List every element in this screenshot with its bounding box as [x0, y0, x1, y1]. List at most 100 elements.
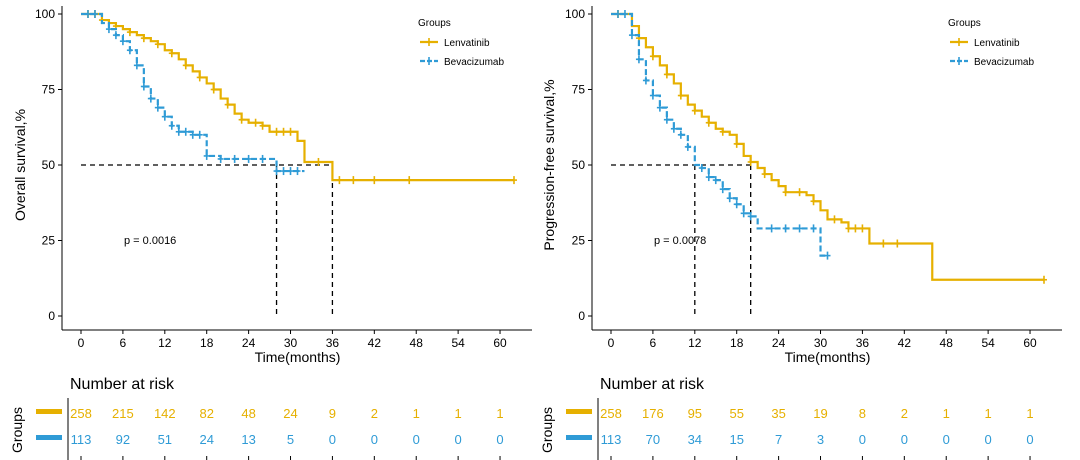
risk-count-lenvatinib: 176: [642, 406, 664, 421]
legend-label-bevacizumab: Bevacizumab: [444, 57, 504, 68]
risk-count-bevacizumab: 70: [646, 432, 660, 447]
x-tick-label: 36: [856, 336, 870, 350]
risk-count-lenvatinib: 1: [943, 406, 950, 421]
x-tick-label: 60: [1023, 336, 1037, 350]
risk-count-lenvatinib: 9: [329, 406, 336, 421]
x-tick-label: 36: [326, 336, 340, 350]
km-panel-2: 0 25 50 75 100 0 6 12 18 24 30 36 42 48 54 60 Time(month…: [541, 6, 1062, 365]
legend-title: Groups: [418, 18, 451, 29]
y-tick-label: 25: [572, 234, 586, 248]
y-axis-label: Overall survival,%: [12, 109, 28, 221]
x-axis-label: Time(months): [255, 349, 341, 365]
legend-label-lenvatinib: Lenvatinib: [974, 38, 1020, 49]
x-tick-label: 24: [242, 336, 256, 350]
risk-count-bevacizumab: 5: [287, 432, 294, 447]
risk-count-lenvatinib: 19: [813, 406, 827, 421]
risk-count-bevacizumab: 34: [688, 432, 702, 447]
risk-count-lenvatinib: 1: [455, 406, 462, 421]
x-tick-label: 6: [120, 336, 127, 350]
risk-table-title: Number at risk: [600, 376, 705, 393]
y-axis-label: Progression-free survival,%: [541, 79, 557, 250]
risk-count-lenvatinib: 8: [859, 406, 866, 421]
risk-count-lenvatinib: 82: [199, 406, 213, 421]
km-curve-bevacizumab: [611, 12, 828, 257]
risk-legend-swatch-bevacizumab: [566, 435, 592, 440]
risk-count-bevacizumab: 0: [859, 432, 866, 447]
risk-table-axis-label: Groups: [539, 407, 555, 453]
risk-count-bevacizumab: 0: [329, 432, 336, 447]
x-tick-label: 6: [650, 336, 657, 350]
x-tick-label: 18: [730, 336, 744, 350]
x-tick-label: 0: [78, 336, 85, 350]
x-tick-label: 60: [493, 336, 507, 350]
risk-count-bevacizumab: 15: [729, 432, 743, 447]
risk-count-lenvatinib: 2: [371, 406, 378, 421]
km-panel-1: 0 25 50 75 100 0 6 12 18 24 30 36 42 48 54 60 Time(month…: [12, 6, 532, 365]
legend: Groups Lenvatinib Bevacizumab: [418, 18, 504, 68]
risk-count-bevacizumab: 113: [71, 432, 92, 447]
x-tick-label: 12: [688, 336, 702, 350]
risk-count-lenvatinib: 215: [112, 406, 134, 421]
risk-count-lenvatinib: 1: [413, 406, 420, 421]
risk-count-bevacizumab: 0: [985, 432, 992, 447]
km-curve-bevacizumab: [81, 12, 305, 173]
x-tick-label: 42: [898, 336, 912, 350]
y-tick-label: 50: [42, 158, 56, 172]
x-tick-label: 48: [410, 336, 424, 350]
risk-count-bevacizumab: 113: [601, 432, 622, 447]
y-tick-label: 75: [42, 83, 56, 97]
y-tick-label: 75: [572, 83, 586, 97]
risk-count-lenvatinib: 2: [901, 406, 908, 421]
risk-count-lenvatinib: 258: [600, 406, 622, 421]
risk-count-bevacizumab: 0: [1026, 432, 1033, 447]
legend-label-bevacizumab: Bevacizumab: [974, 57, 1034, 68]
risk-legend-swatch-lenvatinib: [566, 409, 592, 414]
risk-count-bevacizumab: 0: [943, 432, 950, 447]
risk-count-lenvatinib: 55: [729, 406, 743, 421]
y-tick-label: 100: [565, 7, 585, 21]
x-tick-label: 30: [814, 336, 828, 350]
x-tick-label: 0: [608, 336, 615, 350]
risk-count-bevacizumab: 51: [158, 432, 172, 447]
risk-count-lenvatinib: 95: [688, 406, 702, 421]
risk-count-bevacizumab: 24: [199, 432, 213, 447]
risk-table-title: Number at risk: [70, 376, 175, 393]
risk-count-bevacizumab: 0: [455, 432, 462, 447]
y-tick-label: 25: [42, 234, 56, 248]
y-tick-label: 50: [572, 158, 586, 172]
risk-count-bevacizumab: 0: [371, 432, 378, 447]
x-axis-label: Time(months): [785, 349, 871, 365]
risk-legend-swatch-lenvatinib: [36, 409, 62, 414]
x-tick-label: 18: [200, 336, 214, 350]
y-tick-label: 0: [578, 309, 585, 323]
risk-count-bevacizumab: 0: [901, 432, 908, 447]
risk-count-bevacizumab: 7: [775, 432, 782, 447]
risk-count-lenvatinib: 48: [241, 406, 255, 421]
x-tick-label: 30: [284, 336, 298, 350]
x-tick-label: 12: [158, 336, 172, 350]
km-curve-lenvatinib: [611, 12, 1044, 281]
p-value-label: p = 0.0016: [124, 235, 176, 247]
risk-legend-swatch-bevacizumab: [36, 435, 62, 440]
risk-count-lenvatinib: 1: [496, 406, 503, 421]
risk-count-bevacizumab: 92: [116, 432, 130, 447]
x-tick-label: 54: [451, 336, 465, 350]
legend: Groups Lenvatinib Bevacizumab: [948, 18, 1034, 68]
risk-count-bevacizumab: 0: [413, 432, 420, 447]
x-tick-label: 42: [368, 336, 382, 350]
risk-count-bevacizumab: 13: [241, 432, 255, 447]
x-tick-label: 48: [940, 336, 954, 350]
risk-count-lenvatinib: 1: [1026, 406, 1033, 421]
legend-title: Groups: [948, 18, 981, 29]
risk-count-bevacizumab: 0: [496, 432, 503, 447]
risk-count-lenvatinib: 24: [283, 406, 297, 421]
risk-count-lenvatinib: 142: [154, 406, 176, 421]
y-tick-label: 100: [35, 7, 55, 21]
risk-count-bevacizumab: 3: [817, 432, 824, 447]
p-value-label: p = 0.0078: [654, 235, 706, 247]
risk-count-lenvatinib: 258: [70, 406, 92, 421]
